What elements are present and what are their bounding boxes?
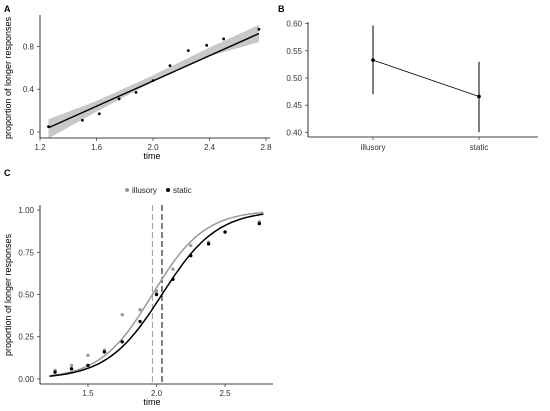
c-y-tick-label: 0.75 xyxy=(18,248,34,257)
panel-c-chart: illusory static 1.5 2.0 2.5 0.000.250.500.… xyxy=(3,186,273,407)
a-y-axis-title: proportion of longer responses xyxy=(3,16,13,139)
legend-marker-static xyxy=(166,188,170,192)
b-connecting-line xyxy=(372,59,480,97)
a-x-tick-label: 2.0 xyxy=(147,143,159,152)
c-point-illusory xyxy=(189,243,193,248)
b-point-static xyxy=(477,94,481,99)
c-y-axis-title: proportion of longer responses xyxy=(3,233,13,356)
a-data-point xyxy=(222,37,226,41)
a-x-tick-label: 2.8 xyxy=(260,143,272,152)
c-fitted-curve-illusory xyxy=(49,211,264,377)
a-x-ticks: 1.2 1.6 2.0 2.4 2.8 xyxy=(34,138,272,152)
c-point-illusory xyxy=(120,313,124,317)
a-data-point xyxy=(186,49,190,53)
b-y-tick-label: 0.40 xyxy=(286,128,302,137)
a-confidence-band-layer xyxy=(48,25,259,139)
a-y-ticks: 0 0.4 0.8 xyxy=(23,42,40,137)
a-confidence-band xyxy=(48,25,259,139)
a-data-point xyxy=(205,43,209,47)
a-x-axis-title: time xyxy=(143,151,160,161)
c-point-illusory xyxy=(138,307,142,312)
c-point-static xyxy=(86,363,90,368)
c-point-static xyxy=(171,277,175,282)
a-x-tick-label: 1.6 xyxy=(91,143,103,152)
c-point-static xyxy=(154,292,159,297)
a-y-tick-label: 0.8 xyxy=(23,42,35,51)
b-connecting-line-layer xyxy=(372,59,480,97)
legend-label-illusory: illusory xyxy=(132,186,157,195)
panel-b-letter: B xyxy=(278,4,285,14)
c-point-static xyxy=(223,230,227,234)
c-point-static xyxy=(257,221,261,226)
a-data-point xyxy=(151,79,155,83)
a-x-tick-label: 2.4 xyxy=(204,143,216,152)
c-x-ticks: 1.5 2.0 2.5 xyxy=(82,384,231,398)
a-data-point xyxy=(168,64,172,68)
b-y-tick-label: 0.50 xyxy=(286,74,302,83)
b-point-illusory xyxy=(371,58,375,62)
c-point-static xyxy=(138,319,142,324)
a-x-tick-label: 1.2 xyxy=(34,143,46,152)
b-points-layer xyxy=(371,58,481,99)
panel-a-chart: 1.2 1.6 2.0 2.4 2.8 0 0.4 0.8 time proportion … xyxy=(3,15,272,161)
a-data-point xyxy=(134,91,138,94)
c-points-layer xyxy=(53,220,261,374)
a-y-tick-label: 0.4 xyxy=(23,85,35,94)
c-point-static xyxy=(102,350,107,354)
c-point-static xyxy=(120,340,124,344)
c-y-tick-label: 0.25 xyxy=(18,333,34,342)
c-x-tick-label: 2.0 xyxy=(151,389,163,398)
a-data-point xyxy=(117,97,121,101)
c-fitted-curve-static xyxy=(49,213,264,377)
c-y-tick-label: 0.00 xyxy=(18,375,34,384)
a-data-point xyxy=(80,118,84,122)
legend-label-static: static xyxy=(173,186,192,195)
c-point-illusory xyxy=(86,353,90,357)
c-x-axis-title: time xyxy=(143,397,160,407)
b-x-ticks: illusory static xyxy=(361,137,489,152)
c-point-static xyxy=(53,370,57,374)
c-point-static xyxy=(206,242,211,246)
c-point-static xyxy=(69,367,74,371)
a-data-point xyxy=(97,112,101,116)
c-point-illusory xyxy=(171,267,175,271)
c-point-static xyxy=(189,253,193,258)
c-point-illusory xyxy=(69,363,74,368)
panel-c-letter: C xyxy=(4,168,11,178)
b-x-tick-label-illusory: illusory xyxy=(361,143,386,152)
legend-marker-illusory xyxy=(125,188,129,192)
a-y-tick-label: 0 xyxy=(30,128,35,137)
c-pse-lines-layer xyxy=(151,205,163,384)
b-y-tick-label: 0.60 xyxy=(286,20,302,29)
b-y-tick-label: 0.45 xyxy=(286,101,302,110)
c-point-illusory xyxy=(154,289,159,293)
panel-a-letter: A xyxy=(4,4,11,14)
b-error-bars-layer xyxy=(372,25,480,133)
a-points-layer xyxy=(47,27,261,129)
c-y-tick-label: 1.00 xyxy=(18,206,34,215)
b-y-ticks: 0.40 0.45 0.50 0.55 0.60 xyxy=(286,20,308,137)
b-x-tick-label-static: static xyxy=(470,143,489,152)
a-data-point xyxy=(257,27,261,31)
c-y-ticks: 0.00 0.25 0.50 0.75 1.00 xyxy=(18,206,40,384)
panel-b-chart: illusory static 0.40 0.45 0.50 0.55 0.60 xyxy=(286,20,538,152)
b-y-tick-label: 0.55 xyxy=(286,47,302,56)
a-data-point xyxy=(47,125,50,129)
c-legend: illusory static xyxy=(125,186,192,195)
c-fitted-curves-layer xyxy=(49,211,264,377)
c-x-tick-label: 1.5 xyxy=(82,389,94,398)
c-y-tick-label: 0.50 xyxy=(18,291,34,300)
c-x-tick-label: 2.5 xyxy=(219,389,231,398)
